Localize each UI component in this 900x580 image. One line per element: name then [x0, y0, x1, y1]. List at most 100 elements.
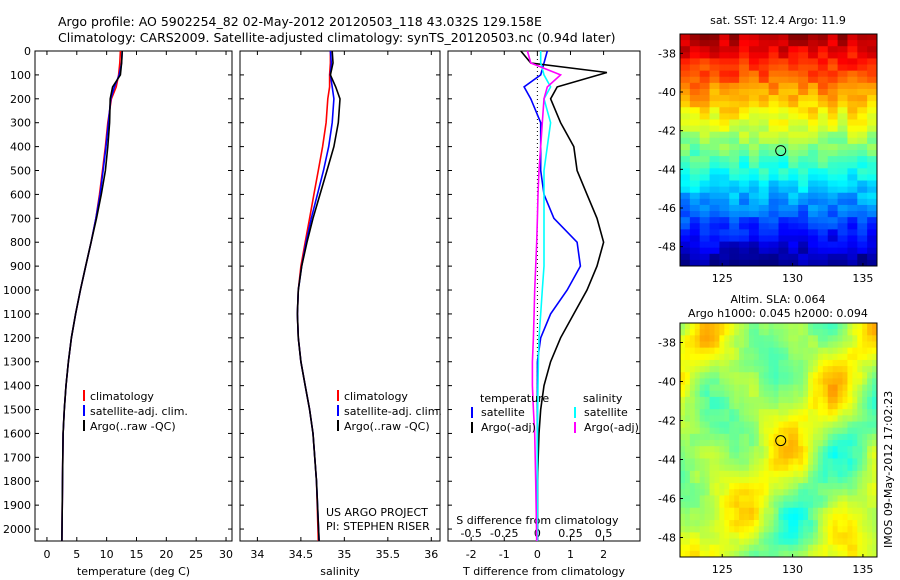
- sst-map-cell: [837, 101, 843, 108]
- sla-map-cell: [684, 440, 691, 447]
- sla-map-cell: [812, 359, 819, 367]
- sla-map-cell: [773, 396, 779, 404]
- sst-map-cell: [837, 156, 843, 163]
- sst-map-cell: [744, 150, 750, 157]
- sla-map-cell: [822, 538, 829, 546]
- sst-map-cell: [748, 211, 755, 218]
- sla-map-cell: [694, 390, 701, 398]
- sst-map-cell: [808, 192, 814, 200]
- sst-map-cell: [729, 180, 735, 188]
- sst-map-cell: [684, 192, 691, 200]
- sst-map-cell: [684, 70, 691, 78]
- sla-map-cell: [793, 409, 799, 416]
- sst-map-cell: [748, 168, 755, 175]
- sla-map-xtick-label: 135: [852, 563, 873, 576]
- sst-map-cell: [812, 95, 819, 102]
- sla-map-cell: [793, 446, 799, 453]
- sst-map-cell: [694, 64, 701, 72]
- sla-map-cell: [803, 390, 809, 398]
- sla-map-cell: [808, 452, 814, 459]
- sst-map-cell: [744, 137, 750, 145]
- sst-map-cell: [773, 107, 779, 114]
- sst-map-cell: [803, 82, 809, 90]
- sst-map-cell: [689, 241, 696, 249]
- sla-map-cell: [680, 458, 686, 466]
- sla-map-cell: [763, 329, 770, 336]
- sst-map-cell: [847, 235, 853, 242]
- sst-map-cell: [788, 186, 794, 194]
- sst-map-cell: [803, 162, 809, 169]
- sst-map-cell: [729, 192, 735, 200]
- sst-map-cell: [837, 76, 843, 84]
- sst-map-cell: [788, 64, 794, 72]
- sst-map-cell: [817, 119, 824, 126]
- sla-map-cell: [803, 538, 809, 546]
- sla-map-cell: [832, 440, 838, 447]
- sla-map-cell: [857, 476, 863, 484]
- sla-map-cell: [773, 433, 779, 441]
- sst-map-cell: [729, 211, 735, 218]
- sla-map-cell: [808, 353, 814, 361]
- sst-map-cell: [867, 119, 873, 126]
- sla-map-cell: [842, 384, 848, 392]
- sst-map-cell: [734, 211, 740, 218]
- sst-map-cell: [684, 131, 691, 139]
- sst-map-cell: [763, 58, 770, 65]
- sst-map-cell: [758, 235, 765, 242]
- sla-map-cell: [847, 347, 853, 355]
- sst-map-cell: [862, 247, 868, 255]
- sst-map-cell: [680, 34, 686, 41]
- sst-map-cell: [719, 198, 725, 206]
- sst-map-cell: [867, 125, 873, 133]
- sst-map-cell: [768, 174, 774, 181]
- sst-map-cell: [822, 247, 829, 255]
- sst-map-cell: [783, 88, 789, 96]
- sst-map-cell: [852, 150, 858, 157]
- sla-map-cell: [872, 409, 878, 416]
- sst-map-cell: [872, 150, 878, 157]
- sst-map-cell: [852, 125, 858, 133]
- sst-map-cell: [724, 174, 730, 181]
- sla-map-cell: [832, 483, 838, 490]
- sst-map-cell: [867, 241, 873, 249]
- sla-map-cell: [812, 501, 819, 509]
- sst-map-cell: [832, 46, 838, 53]
- sla-map-cell: [832, 359, 838, 367]
- sst-map-cell: [734, 40, 740, 47]
- sst-map-cell: [763, 217, 770, 224]
- sst-map-cell: [832, 107, 838, 114]
- sst-map-cell: [847, 247, 853, 255]
- sst-map-cell: [872, 64, 878, 72]
- sst-map-cell: [724, 217, 730, 224]
- sla-map-cell: [744, 526, 750, 533]
- sla-map-cell: [783, 532, 789, 539]
- sla-map-cell: [714, 372, 720, 379]
- sla-map-cell: [837, 335, 843, 342]
- sst-map-cell: [822, 40, 829, 47]
- sla-map-cell: [689, 489, 696, 496]
- sst-map-cell: [788, 125, 794, 133]
- sst-map-cell: [822, 82, 829, 90]
- sst-map-cell: [744, 156, 750, 163]
- sst-map-cell: [689, 186, 696, 194]
- sst-map-cell: [689, 204, 696, 212]
- sst-map-cell: [758, 217, 765, 224]
- sla-map-cell: [778, 470, 784, 478]
- sla-map-cell: [788, 384, 794, 392]
- sla-map-cell: [739, 526, 745, 533]
- sla-map-cell: [857, 489, 863, 496]
- sst-map-cell: [768, 113, 774, 120]
- sst-map-cell: [803, 40, 809, 47]
- sst-map-cell: [689, 137, 696, 145]
- sla-map-cell: [812, 507, 819, 515]
- sla-map-cell: [724, 372, 730, 379]
- sla-map-cell: [680, 409, 686, 416]
- temperature-ytick-label: 900: [10, 260, 31, 273]
- sst-map-cell: [729, 156, 735, 163]
- sla-map-cell: [862, 520, 868, 527]
- sst-map-cell: [783, 241, 789, 249]
- sst-map-cell: [680, 156, 686, 163]
- sst-map-cell: [758, 137, 765, 145]
- sst-map-cell: [719, 168, 725, 175]
- sst-map-cell: [729, 150, 735, 157]
